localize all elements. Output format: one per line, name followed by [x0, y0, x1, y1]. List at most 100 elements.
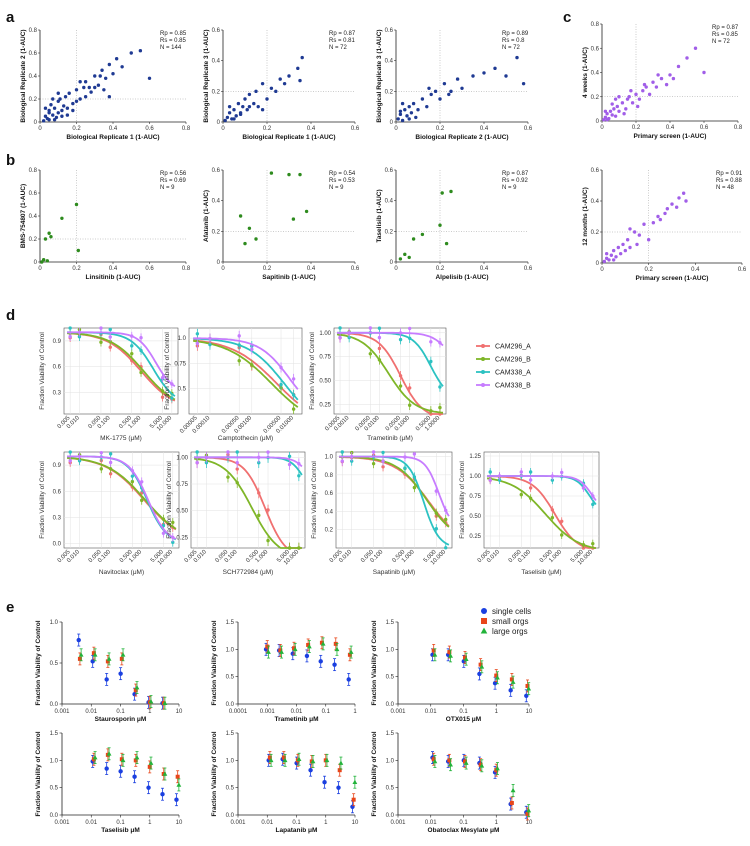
data-point: [591, 502, 595, 507]
y-tick-label: 0: [596, 261, 600, 267]
fit-curve: [486, 477, 596, 549]
legend-d-marker: [481, 370, 485, 374]
data-point: [407, 117, 411, 121]
y-tick-label: 0.0: [386, 702, 395, 708]
y-tick-label: 0.6: [29, 51, 38, 57]
data-point-large-orgs: [320, 641, 326, 646]
x-tick-label: 0.001: [390, 820, 406, 826]
data-point-small-orgs: [265, 644, 270, 649]
data-point: [108, 472, 113, 476]
data-point: [235, 467, 239, 471]
y-axis-label: 4 weeks (1-AUC): [582, 47, 589, 98]
data-point-small-orgs: [147, 764, 152, 769]
stat-label: Rp = 0.87: [502, 171, 529, 177]
x-axis-label: Sapitinib (1-AUC): [262, 274, 315, 281]
data-point: [405, 114, 409, 118]
y-tick-label: 0.8: [29, 168, 38, 174]
data-point: [45, 259, 49, 263]
x-tick-label: 0.1: [459, 709, 468, 715]
y-axis-label: Afatanib (1-AUC): [203, 190, 210, 242]
stat-label: Rs = 0.69: [160, 178, 187, 184]
stat-label: Rs = 0.8: [502, 38, 525, 44]
y-tick-label: 0: [34, 260, 38, 266]
data-point: [171, 540, 175, 544]
data-point: [407, 326, 412, 331]
data-point-small-orgs: [306, 642, 311, 647]
x-tick-label: 0.0001: [229, 709, 248, 715]
data-point: [504, 74, 508, 78]
data-point: [67, 91, 71, 95]
data-point: [300, 55, 304, 60]
data-point: [60, 108, 64, 113]
y-tick-label: 0.4: [385, 59, 394, 65]
data-point: [560, 470, 564, 475]
y-tick-label: 1.0: [50, 620, 59, 626]
data-point: [68, 459, 72, 463]
data-point-large-orgs: [162, 700, 168, 705]
data-point: [449, 89, 453, 94]
y-tick-label: 0.0: [53, 542, 62, 548]
data-point: [681, 191, 686, 195]
data-point: [237, 343, 241, 347]
fit-curve: [67, 332, 176, 401]
y-tick-label: 0.25: [176, 535, 188, 541]
data-point: [254, 237, 258, 241]
data-point: [636, 104, 640, 109]
data-point: [54, 115, 59, 120]
y-tick-label: 0.50: [319, 379, 331, 385]
data-point: [274, 89, 278, 94]
data-point: [195, 341, 200, 346]
data-point: [130, 468, 135, 473]
data-point-large-orgs: [106, 656, 112, 661]
data-point: [434, 526, 438, 531]
data-point: [497, 474, 502, 478]
legend-e-marker: [480, 627, 488, 634]
stat-label: Rp = 0.87: [329, 31, 356, 37]
x-tick-label: 0.4: [307, 266, 316, 272]
stat-label: N = 9: [329, 185, 344, 191]
stat-label: Rs = 0.88: [716, 178, 743, 184]
x-axis-label: SCH772984 (μM): [223, 569, 274, 576]
data-point: [76, 248, 81, 253]
y-axis-label: Fraction Viability of Control: [166, 461, 173, 539]
x-tick-label: 1: [353, 709, 357, 715]
data-point: [412, 452, 417, 456]
data-point: [247, 226, 252, 230]
data-point: [656, 73, 660, 77]
y-tick-label: 0.6: [212, 168, 221, 174]
y-tick-label: 0.4: [29, 74, 38, 80]
data-point-small-orgs: [478, 662, 483, 667]
data-point: [296, 66, 300, 71]
data-point-small-orgs: [431, 757, 436, 762]
panel-label-a: a: [6, 9, 15, 26]
data-point: [617, 109, 621, 114]
data-point: [43, 114, 48, 118]
data-point: [99, 467, 103, 471]
data-point: [403, 455, 407, 459]
data-point: [488, 478, 492, 482]
data-point: [434, 489, 438, 493]
data-point: [702, 70, 706, 75]
data-point: [130, 474, 135, 478]
data-point: [68, 334, 72, 339]
y-tick-label: 0.0: [386, 813, 395, 819]
y-tick-label: 0.4: [212, 59, 221, 65]
data-point: [51, 97, 55, 101]
y-axis-label: Fraction Viability of Control: [39, 332, 46, 410]
y-tick-label: 1.5: [50, 731, 59, 737]
data-point: [627, 95, 631, 99]
data-point: [138, 49, 143, 53]
data-point: [74, 88, 79, 92]
data-point: [130, 351, 134, 356]
x-tick-label: 0.01: [425, 709, 437, 715]
data-point: [403, 108, 407, 112]
data-point-large-orgs: [176, 782, 182, 787]
data-point: [611, 248, 616, 253]
data-point: [429, 92, 433, 97]
data-point-single-cells: [160, 792, 165, 797]
data-point: [287, 74, 291, 78]
panel-label-e: e: [6, 599, 14, 616]
